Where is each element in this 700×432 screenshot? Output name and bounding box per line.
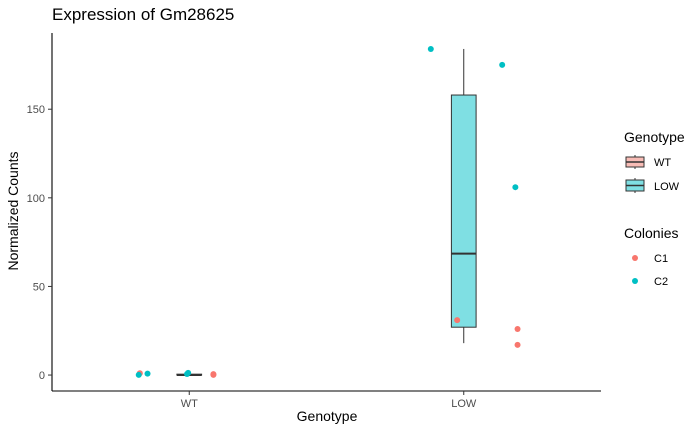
data-point-c1 bbox=[514, 325, 521, 332]
legend-c1-label: C1 bbox=[654, 253, 668, 265]
legend-item-wt: WT bbox=[625, 155, 671, 169]
legend-c1-dot bbox=[632, 255, 638, 261]
chart-title: Expression of Gm28625 bbox=[52, 5, 234, 24]
data-point-c2 bbox=[427, 45, 434, 52]
y-tick-label: 50 bbox=[33, 281, 45, 293]
y-axis-label: Normalized Counts bbox=[5, 151, 21, 270]
legend-wt-label: WT bbox=[654, 157, 671, 169]
legend: Genotype WT LOW Colonies C1 C2 bbox=[624, 129, 685, 288]
data-point-c2 bbox=[499, 61, 506, 68]
data-point-c2 bbox=[135, 371, 142, 378]
legend-low-label: LOW bbox=[654, 181, 680, 193]
legend-c2-label: C2 bbox=[654, 276, 668, 288]
data-point-c2 bbox=[512, 184, 519, 191]
legend-item-c1: C1 bbox=[632, 253, 668, 265]
x-axis-label: Genotype bbox=[297, 408, 358, 424]
data-point-c2 bbox=[144, 370, 151, 377]
y-tick-label: 100 bbox=[27, 193, 45, 205]
data-point-c1 bbox=[210, 371, 217, 378]
x-tick-label: WT bbox=[181, 398, 198, 410]
x-tick-label: LOW bbox=[451, 398, 477, 410]
data-point-c2 bbox=[185, 369, 192, 376]
box-low bbox=[450, 48, 477, 344]
y-tick-label: 0 bbox=[39, 370, 45, 382]
box-body bbox=[450, 94, 477, 328]
legend-item-c2: C2 bbox=[632, 276, 668, 288]
legend-genotype-title: Genotype bbox=[624, 129, 685, 145]
legend-colonies-title: Colonies bbox=[624, 225, 678, 241]
plot-area: 0 50 100 150 WT LOW bbox=[27, 33, 601, 410]
data-point-c1 bbox=[514, 341, 521, 348]
legend-item-low: LOW bbox=[625, 178, 680, 193]
data-point-c1 bbox=[454, 317, 461, 324]
y-tick-label: 150 bbox=[27, 104, 45, 116]
legend-c2-dot bbox=[632, 278, 638, 284]
